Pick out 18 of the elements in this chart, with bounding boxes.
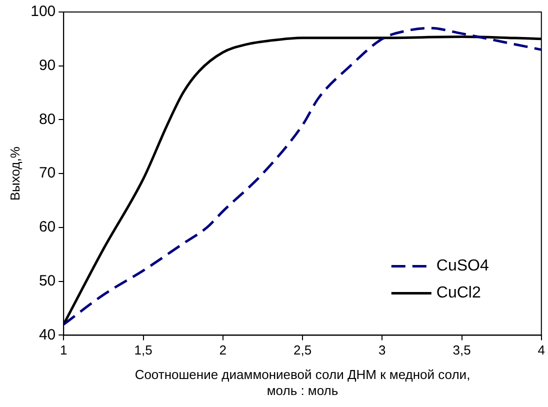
x-tick-label: 3,5 [452,342,471,358]
y-tick-label: 50 [38,272,56,290]
y-tick-label: 100 [30,3,56,20]
x-tick-label: 2,5 [293,342,312,358]
y-axis-title: Выход,% [7,146,22,201]
y-tick-label: 60 [38,218,56,236]
y-tick-label: 40 [38,326,56,344]
legend-label: CuCl2 [436,284,481,302]
x-tick-label: 2 [219,342,226,358]
y-tick-label: 70 [38,164,56,182]
x-tick-label: 1 [60,342,68,358]
x-tick-label: 1,5 [134,342,152,358]
x-tick-label: 4 [538,342,545,358]
x-axis-title: Соотношение диаммониевой соли ДНМ к медной соли, моль : моль [134,367,470,398]
x-tick-label: 3 [378,342,386,358]
y-tick-label: 80 [38,110,56,128]
y-tick-label: 90 [38,57,56,74]
legend-label: CuSO4 [436,258,489,275]
